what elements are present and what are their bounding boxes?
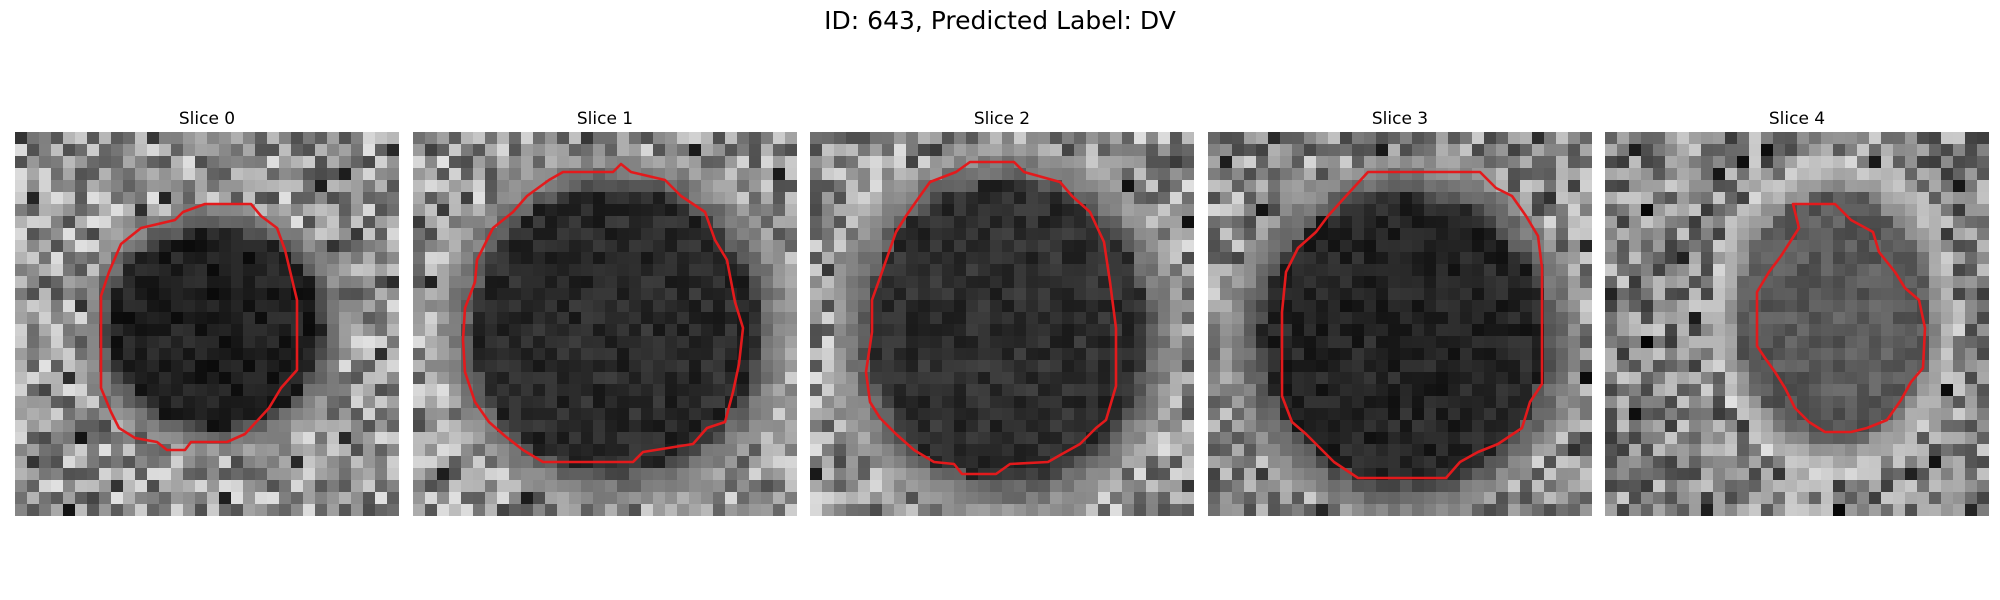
slice-title-3: Slice 3 xyxy=(1371,109,1429,129)
slice-image-4 xyxy=(1605,132,1989,516)
slice-panel-1: Slice 1 xyxy=(413,108,797,516)
pixel-grid xyxy=(15,132,399,516)
figure-title: ID: 643, Predicted Label: DV xyxy=(824,6,1176,35)
segmentation-contour xyxy=(1755,202,1927,434)
slice-image-1 xyxy=(413,132,797,516)
slice-svg-0 xyxy=(15,132,399,516)
slice-image-2 xyxy=(810,132,1194,516)
pixel-grid xyxy=(810,132,1194,516)
pixel-grid xyxy=(1208,132,1592,516)
slice-title-4: Slice 4 xyxy=(1768,109,1826,129)
slice-panel-2: Slice 2 xyxy=(810,108,1194,516)
segmentation-contour xyxy=(864,160,1118,476)
slice-image-3 xyxy=(1208,132,1592,516)
slice-panel-3: Slice 3 xyxy=(1208,108,1592,516)
segmentation-contour xyxy=(99,202,299,452)
slice-svg-2 xyxy=(810,132,1194,516)
segmentation-contour xyxy=(461,162,745,464)
pixel-grid xyxy=(1605,132,1989,516)
slice-title-0: Slice 0 xyxy=(178,109,236,129)
segmentation-contour xyxy=(1280,170,1544,480)
slice-image-0 xyxy=(15,132,399,516)
slice-panel-0: Slice 0 xyxy=(15,108,399,516)
slice-svg-3 xyxy=(1208,132,1592,516)
slice-svg-1 xyxy=(413,132,797,516)
slice-svg-4 xyxy=(1605,132,1989,516)
pixel-grid xyxy=(413,132,797,516)
slice-panel-4: Slice 4 xyxy=(1605,108,1989,516)
slice-title-2: Slice 2 xyxy=(973,109,1031,129)
slice-title-1: Slice 1 xyxy=(576,109,634,129)
